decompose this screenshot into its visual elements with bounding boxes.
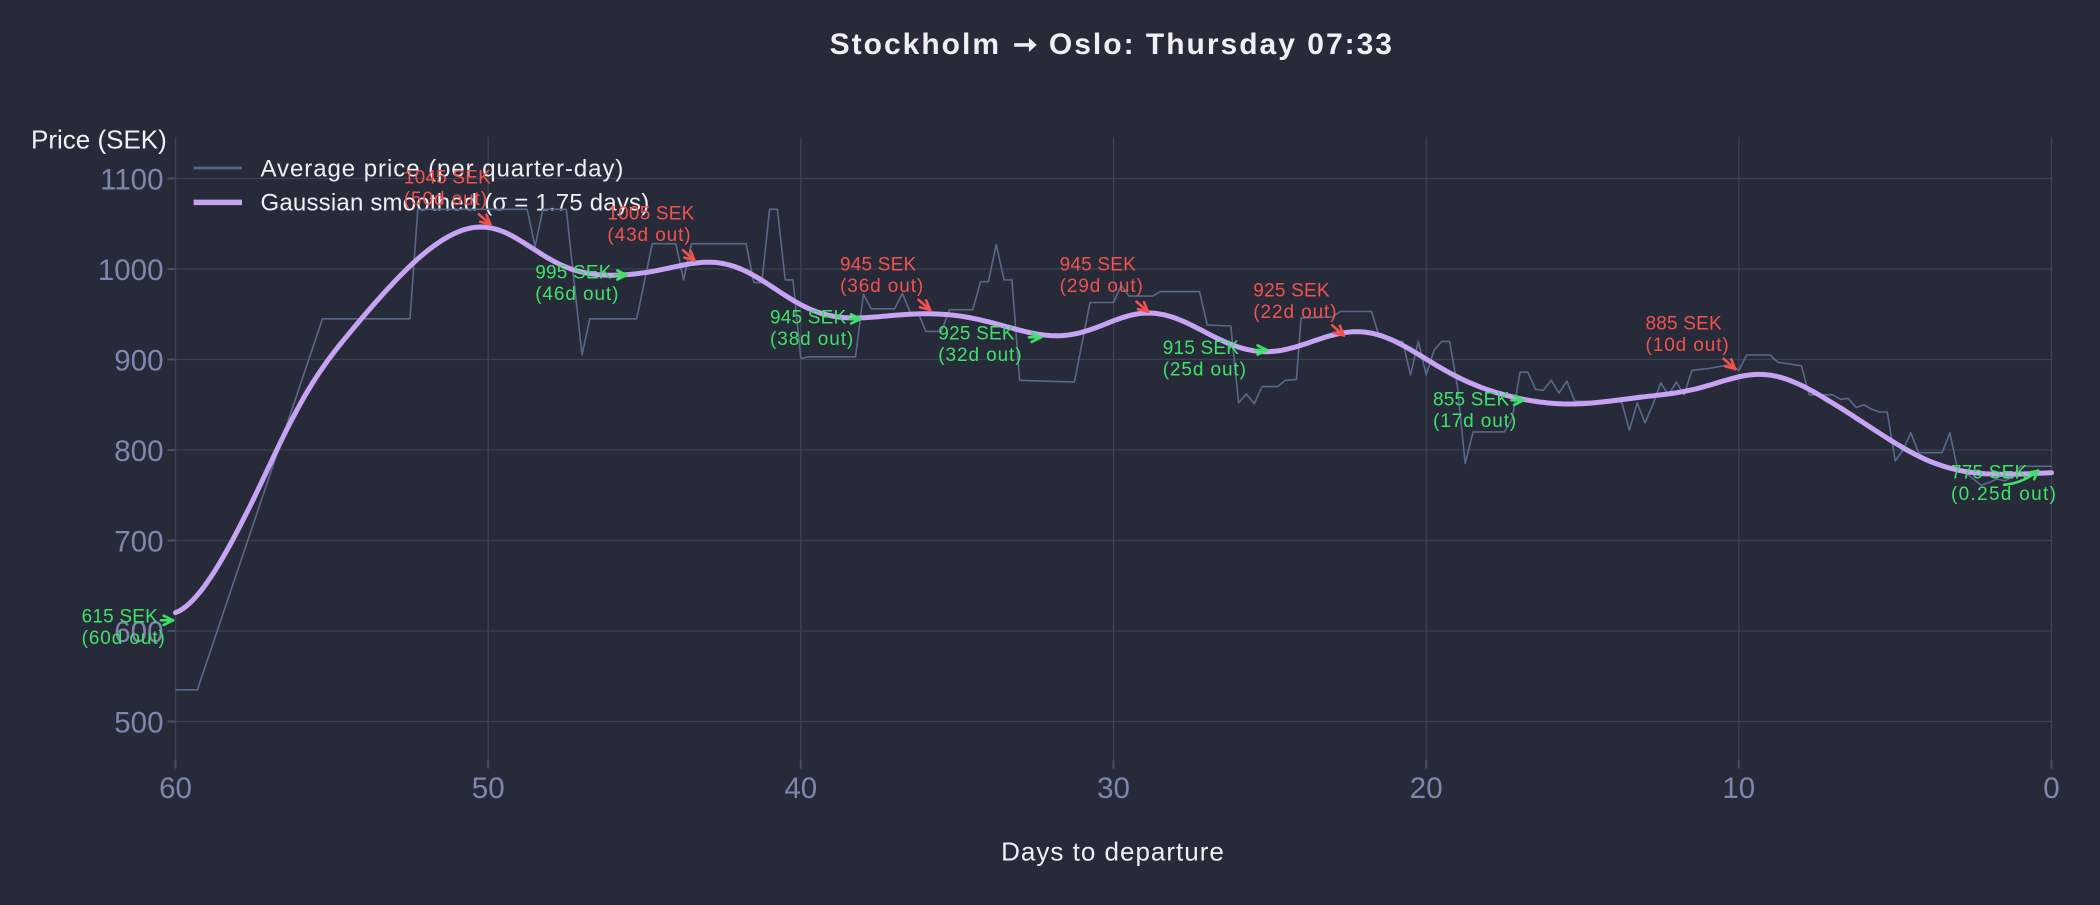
svg-text:1000: 1000	[98, 254, 164, 287]
svg-text:(22d out): (22d out)	[1253, 302, 1337, 323]
svg-text:(60d out): (60d out)	[82, 628, 166, 649]
svg-text:60: 60	[159, 772, 192, 805]
svg-text:Gaussian smoothed (σ = 1.75 da: Gaussian smoothed (σ = 1.75 days)	[261, 189, 650, 216]
svg-text:945 SEK: 945 SEK	[1060, 254, 1137, 275]
svg-text:700: 700	[114, 525, 163, 558]
svg-text:(10d out): (10d out)	[1646, 335, 1730, 356]
svg-text:(32d out): (32d out)	[938, 345, 1022, 366]
svg-text:(17d out): (17d out)	[1433, 411, 1517, 432]
svg-text:(25d out): (25d out)	[1163, 360, 1247, 381]
svg-text:(43d out): (43d out)	[607, 225, 691, 246]
svg-text:855 SEK: 855 SEK	[1433, 389, 1510, 410]
svg-text:945 SEK: 945 SEK	[770, 308, 847, 329]
svg-text:885 SEK: 885 SEK	[1646, 313, 1723, 334]
svg-text:20: 20	[1410, 772, 1443, 805]
svg-text:(36d out): (36d out)	[840, 276, 924, 297]
svg-text:(29d out): (29d out)	[1060, 276, 1144, 297]
svg-text:1100: 1100	[100, 163, 163, 196]
svg-text:945 SEK: 945 SEK	[840, 254, 917, 275]
svg-text:925 SEK: 925 SEK	[1253, 280, 1330, 301]
svg-text:500: 500	[114, 706, 163, 739]
svg-text:Oslo: Thursday 07:33: Oslo: Thursday 07:33	[1049, 28, 1394, 61]
svg-text:(46d out): (46d out)	[535, 284, 619, 305]
svg-text:1005 SEK: 1005 SEK	[607, 203, 694, 224]
svg-text:Average price (per quarter-day: Average price (per quarter-day)	[261, 155, 625, 182]
svg-text:615 SEK: 615 SEK	[82, 607, 159, 628]
svg-text:775 SEK: 775 SEK	[1951, 462, 2028, 483]
svg-text:10: 10	[1722, 772, 1755, 805]
svg-text:(50d out): (50d out)	[404, 189, 488, 210]
svg-text:(0.25d out): (0.25d out)	[1951, 484, 2057, 505]
svg-text:30: 30	[1097, 772, 1130, 805]
svg-text:Stockholm: Stockholm	[830, 28, 1001, 61]
svg-text:600: 600	[114, 616, 163, 649]
svg-text:50: 50	[472, 772, 505, 805]
svg-text:800: 800	[114, 435, 163, 468]
svg-text:0: 0	[2043, 772, 2059, 805]
svg-text:(38d out): (38d out)	[770, 329, 854, 350]
svg-text:900: 900	[114, 344, 163, 377]
svg-text:925 SEK: 925 SEK	[938, 324, 1015, 345]
svg-text:995 SEK: 995 SEK	[535, 262, 612, 283]
svg-text:1045 SEK: 1045 SEK	[404, 167, 491, 188]
svg-text:Price (SEK): Price (SEK)	[31, 125, 167, 155]
svg-text:Days to departure: Days to departure	[1001, 837, 1225, 867]
svg-text:40: 40	[784, 772, 817, 805]
svg-text:915 SEK: 915 SEK	[1163, 338, 1240, 359]
